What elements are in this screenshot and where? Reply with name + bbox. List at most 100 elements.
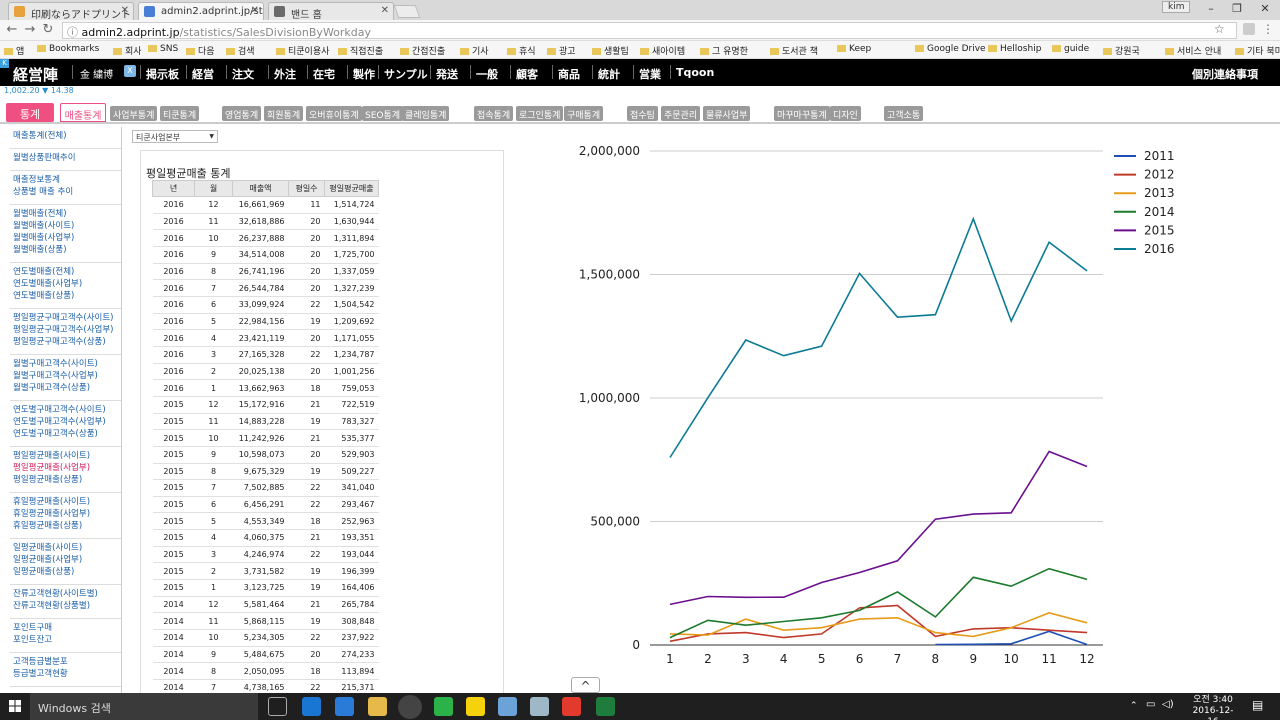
sidebar-link[interactable]: 연도별구매고객수(사이트) (13, 405, 106, 415)
sidebar-link[interactable]: 평일평균구매고객수(사이트) (13, 313, 114, 323)
sidebar-link[interactable]: 매출정보통계 (13, 175, 60, 185)
edge-icon[interactable] (302, 697, 321, 716)
start-button[interactable] (0, 693, 30, 720)
volume-icon[interactable]: ◁) (1162, 699, 1174, 710)
sidebar-link[interactable]: 휴일평균매출(상품) (13, 521, 83, 531)
sidebar-link[interactable]: 월별구매고객수(상품) (13, 383, 91, 393)
subtab-item[interactable]: SEO통계 (362, 106, 404, 121)
site-menu-item[interactable]: 発送 (436, 68, 458, 81)
sidebar-link[interactable]: 평일평균매출(상품) (13, 475, 83, 485)
bookmark-item[interactable]: 서비스 안내 (1165, 44, 1221, 57)
bookmark-item[interactable]: Keep (837, 44, 871, 54)
bookmark-item[interactable]: 다음 (186, 44, 215, 57)
sidebar-link[interactable]: 등급별고객현황 (13, 669, 68, 679)
bookmark-item[interactable]: 기타 북마크 (1235, 44, 1280, 57)
scroll-top-button[interactable]: ^ (571, 677, 600, 693)
sidebar-link[interactable]: 연도별구매고객수(상품) (13, 429, 98, 439)
division-select[interactable]: 티쿤사업본부 ▼ (132, 130, 218, 143)
subtab-item[interactable]: 구매통계 (564, 106, 604, 121)
close-icon[interactable]: ✕ (380, 5, 389, 16)
sidebar-link[interactable]: 월별구매고객수(사업부) (13, 371, 98, 381)
media-player-icon[interactable] (562, 697, 581, 716)
sidebar-link[interactable]: 일평균매출(상품) (13, 567, 75, 577)
subtab-item[interactable]: 오버휴이통계 (306, 106, 362, 121)
tab-stats-home[interactable]: 통계 (6, 103, 54, 122)
sidebar-link[interactable]: 포인트구매 (13, 623, 53, 633)
site-logo[interactable]: 経営陣 (13, 66, 59, 84)
subtab-item[interactable]: 디자인 (830, 106, 861, 121)
bookmark-item[interactable]: 휴식 (507, 44, 536, 57)
network-icon[interactable]: ▭ (1146, 699, 1156, 710)
bookmark-item[interactable]: 앱 (4, 44, 24, 57)
bookmark-item[interactable]: 생활팁 (592, 44, 629, 57)
new-tab-button[interactable] (393, 5, 421, 18)
ie-icon[interactable] (335, 697, 354, 716)
sidebar-link[interactable]: 고객등급별분포 (13, 657, 68, 667)
bookmark-item[interactable]: 기사 (460, 44, 489, 57)
bookmark-item[interactable]: 도서관 책 (770, 44, 818, 57)
subtab-item[interactable]: 로그인통계 (516, 106, 564, 121)
site-menu-item[interactable]: 統計 (598, 68, 620, 81)
subtab-item[interactable]: 영업통계 (222, 106, 262, 121)
site-menu-item[interactable]: 製作 (353, 68, 375, 81)
subtab-item[interactable]: 물류사업부 (703, 106, 751, 121)
site-menu-item[interactable]: サンプル (384, 68, 428, 81)
browser-tab[interactable]: 밴드 홈 ✕ (268, 2, 394, 20)
sidebar-link[interactable]: 휴일평균매출(사이트) (13, 497, 91, 507)
site-menu-item[interactable]: 一般 (476, 68, 498, 81)
site-menu-item[interactable]: 営業 (639, 68, 661, 81)
sidebar-link[interactable]: 평일평균매출(사업부) (13, 463, 91, 473)
bookmark-item[interactable]: 그 유명한 (700, 44, 748, 57)
site-menu-item[interactable]: 商品 (558, 68, 580, 81)
taskbar-search-input[interactable]: Windows 검색 (30, 693, 258, 720)
sidebar-link[interactable]: 월별구매고객수(사이트) (13, 359, 98, 369)
site-menu-item[interactable]: 在宅 (313, 68, 335, 81)
bookmark-item[interactable]: SNS (148, 44, 178, 54)
file-explorer-icon[interactable] (368, 697, 387, 716)
bookmark-item[interactable]: 광고 (547, 44, 576, 57)
notification-icon[interactable]: ▤ (1252, 698, 1264, 712)
sidebar-link[interactable]: 평일평균매출(사이트) (13, 451, 91, 461)
site-menu-item[interactable]: 外注 (274, 68, 296, 81)
bookmark-item[interactable]: Google Drive (915, 44, 986, 54)
extension-icon[interactable] (1243, 23, 1255, 35)
close-icon[interactable]: ✕ (120, 5, 129, 16)
bookmark-item[interactable]: 직접진출 (338, 44, 383, 57)
bookmark-item[interactable]: Helloship (988, 44, 1041, 54)
browser-tab[interactable]: 印刷ならアドプリント ✕ (8, 2, 134, 20)
tab-sales-stats[interactable]: 매출통계 (60, 103, 106, 122)
sidebar-link[interactable]: 월별매출(사업부) (13, 233, 75, 243)
sidebar-link[interactable]: 연도별매출(상품) (13, 291, 75, 301)
sidebar-link[interactable]: 상품별 매출 추이 (13, 187, 74, 197)
sidebar-link[interactable]: 매출통계(전체) (13, 131, 67, 141)
site-menu-item[interactable]: 経営 (192, 68, 214, 81)
bookmark-item[interactable]: 검색 (226, 44, 255, 57)
minimize-icon[interactable]: – (1208, 2, 1214, 15)
sidebar-link[interactable]: 평일평균구매고객수(사업부) (13, 325, 114, 335)
site-menu-item[interactable]: 顧客 (516, 68, 538, 81)
sidebar-link[interactable]: 월별매출(전체) (13, 209, 67, 219)
bookmark-item[interactable]: 간접진출 (400, 44, 445, 57)
back-icon[interactable]: ← (6, 22, 18, 37)
subtab-item[interactable]: 티쿤통계 (160, 106, 200, 121)
bookmark-item[interactable]: Bookmarks (37, 44, 99, 54)
menu-icon[interactable]: ⋮ (1262, 22, 1274, 36)
user-badge-icon[interactable]: X (124, 65, 136, 77)
chrome-icon[interactable] (398, 695, 422, 719)
sidebar-link[interactable]: 휴일평균매출(사업부) (13, 509, 91, 519)
sidebar-link[interactable]: 잔류고객현황(상품별) (13, 601, 91, 611)
sidebar-link[interactable]: 일평균매출(사이트) (13, 543, 83, 553)
app-icon[interactable] (498, 697, 517, 716)
profile-button[interactable]: kim (1162, 1, 1191, 13)
url-input[interactable]: ⓘ admin2.adprint.jp/statistics/SalesDivi… (62, 22, 1237, 39)
line-app-icon[interactable] (434, 697, 453, 716)
bookmark-star-icon[interactable]: ☆ (1214, 22, 1225, 36)
site-menu-item[interactable]: Tqoon (676, 66, 715, 79)
restore-icon[interactable]: ❐ (1232, 2, 1242, 15)
site-menu-item[interactable]: 注文 (232, 68, 254, 81)
sidebar-link[interactable]: 잔류고객현황(사이트별) (13, 589, 98, 599)
subtab-item[interactable]: 접속통계 (474, 106, 514, 121)
close-icon[interactable]: ✕ (250, 5, 259, 16)
sidebar-link[interactable]: 포인트잔고 (13, 635, 53, 645)
bookmark-item[interactable]: 회사 (113, 44, 142, 57)
